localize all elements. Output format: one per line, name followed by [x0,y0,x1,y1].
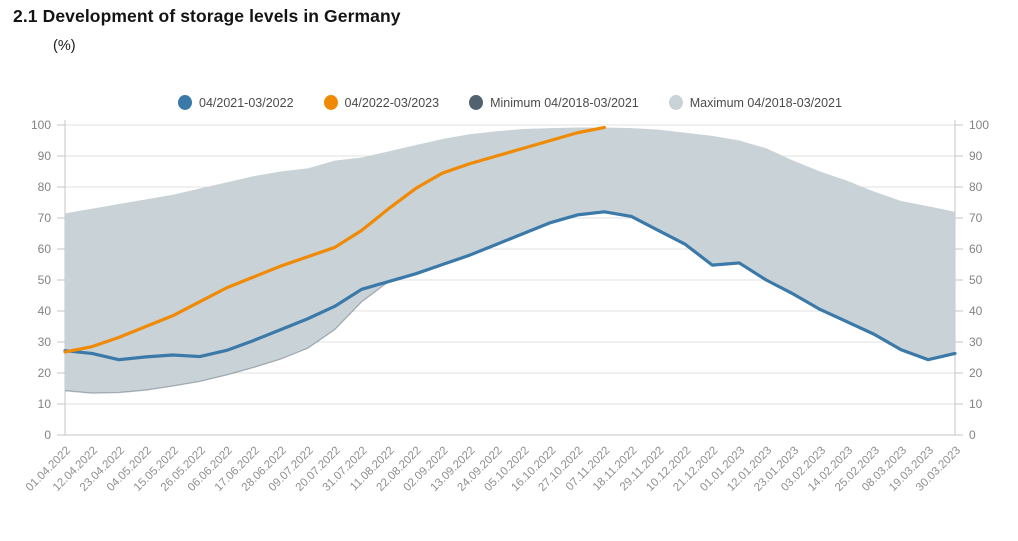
legend-item-1[interactable]: 04/2022-03/2023 [323,95,440,110]
y-axis-label-right: 60 [969,242,983,256]
y-axis-label-right: 10 [969,397,983,411]
y-axis-label-right: 80 [969,180,983,194]
legend-marker-icon [323,95,338,110]
y-axis-label-left: 10 [38,397,52,411]
legend-item-2[interactable]: Minimum 04/2018-03/2021 [469,95,639,110]
series-line-0 [63,210,957,362]
min-max-band-area [65,127,955,394]
legend-marker-icon [178,95,192,110]
legend-label: 04/2022-03/2023 [344,95,440,110]
legend-marker-icon [668,95,683,110]
y-axis-label-left: 60 [38,242,52,256]
legend-label: 04/2021-03/2022 [199,95,294,110]
legend-item-3[interactable]: Maximum 04/2018-03/2021 [668,95,842,110]
y-axis-label-left: 90 [38,149,52,163]
y-axis-label-right: 70 [969,211,983,225]
y-axis-label-right: 20 [969,366,983,380]
y-axis-label-left: 80 [38,180,52,194]
series-line-1 [63,125,606,354]
chart-legend: 04/2021-03/2022 04/2022-03/2023 Minimum 04… [178,95,842,110]
y-axis-label-left: 50 [38,273,52,287]
y-axis-label-left: 0 [44,428,51,442]
y-axis-label-left: 100 [31,118,51,132]
legend-item-0[interactable]: 04/2021-03/2022 [178,95,294,110]
y-axis-label-left: 40 [38,304,52,318]
y-axis-label-left: 20 [38,366,52,380]
y-axis-label-left: 70 [38,211,52,225]
legend-marker-icon [469,95,484,110]
y-axis-label-left: 30 [38,335,52,349]
legend-label: Minimum 04/2018-03/2021 [490,95,639,110]
y-axis-label-right: 100 [969,118,989,132]
chart-title: 2.1 Development of storage levels in Ger… [13,6,401,26]
y-axis-label-right: 0 [969,428,976,442]
y-axis-label-right: 40 [969,304,983,318]
y-axis-label-right: 90 [969,149,983,163]
chart-unit-label: (%) [53,38,76,54]
y-axis-label-right: 30 [969,335,983,349]
legend-label: Maximum 04/2018-03/2021 [689,95,842,110]
y-axis-label-right: 50 [969,273,983,287]
